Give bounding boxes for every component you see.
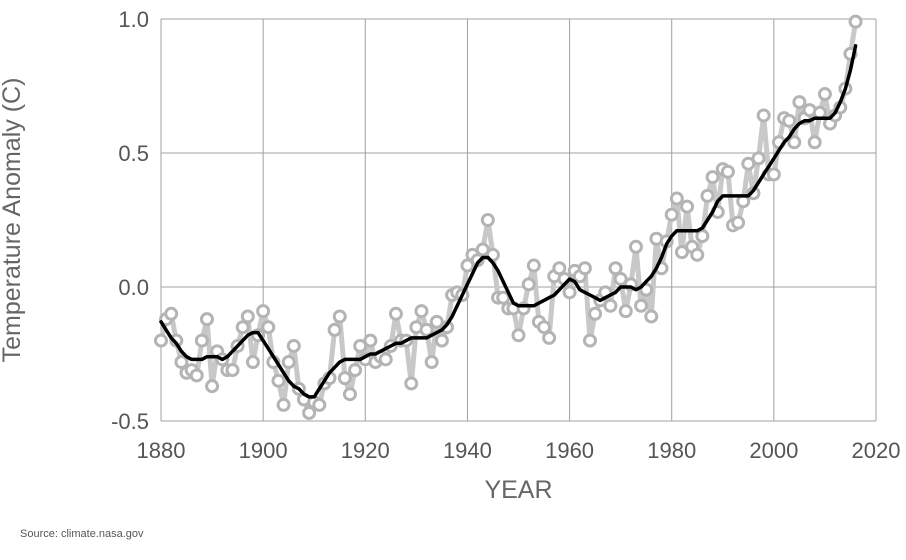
annual-point [342,387,357,402]
annual-point [414,304,429,319]
annual-point [404,376,419,391]
annual-point [669,191,684,206]
annual-point [174,355,189,370]
annual-point [281,355,296,370]
annual-point [552,261,567,276]
x-tick-label: 1980 [647,438,696,463]
annual-series [154,14,863,420]
annual-point [526,258,541,273]
annual-point [720,164,735,179]
annual-point [276,397,291,412]
annual-point [608,261,623,276]
y-tick-label: 1.0 [118,7,149,32]
annual-point [700,188,715,203]
annual-point [205,379,220,394]
annual-point [674,245,689,260]
annual-point [348,363,363,378]
annual-point [766,167,781,182]
annual-point [164,306,179,321]
annual-point [705,170,720,185]
annual-point [782,113,797,128]
annual-point [787,135,802,150]
x-tick-labels: 1880 1900 1920 1940 1960 1980 2000 2020 [137,438,901,463]
annual-point [434,333,449,348]
annual-point [225,363,240,378]
annual-point [424,355,439,370]
y-tick-label: 0.5 [118,141,149,166]
x-tick-label: 1900 [239,438,288,463]
annual-point [256,304,271,319]
annual-point [634,298,649,313]
annual-series-line [158,21,859,416]
annual-point [613,271,628,286]
y-tick-label: 0.0 [118,275,149,300]
annual-point [194,333,209,348]
annual-point [189,368,204,383]
annual-point [302,405,317,420]
annual-point [807,135,822,150]
annual-point [286,338,301,353]
annual-point [731,215,746,230]
annual-point [271,373,286,388]
annual-point [848,14,863,29]
annual-point [664,207,679,222]
annual-point [792,95,807,110]
source-note: Source: climate.nasa.gov [20,528,144,540]
annual-point [817,87,832,102]
x-tick-label: 1880 [137,438,186,463]
annual-point [741,156,756,171]
annual-point [199,312,214,327]
annual-point [542,330,557,345]
annual-point [154,333,168,348]
annual-point [496,290,511,305]
annual-point [680,199,695,214]
annual-point [577,261,592,276]
annual-point [475,242,490,257]
annual-point [644,309,659,324]
annual-point [628,239,643,254]
annual-point [690,247,705,262]
annual-point [240,309,255,324]
annual-point [327,322,342,337]
smoothed-series [159,44,858,399]
annual-point [419,322,434,337]
annual-point [235,320,250,335]
annual-point [261,320,276,335]
annual-point [460,258,475,273]
annual-point [618,304,633,319]
annual-point [603,298,618,313]
annual-point [583,333,597,348]
x-tick-label: 1940 [443,438,492,463]
annual-point [511,328,526,343]
annual-point [429,314,444,329]
annual-point [562,285,577,300]
x-axis-title: YEAR [484,476,552,504]
annual-point [588,306,603,321]
annual-point [480,213,495,227]
annual-point [521,277,536,292]
annual-point [353,338,368,353]
y-tick-labels: -0.5 0.0 0.5 1.0 [111,7,149,434]
x-tick-label: 2000 [749,438,798,463]
annual-point [312,397,327,412]
annual-point [695,229,710,244]
annual-point [756,108,771,123]
annual-point [363,333,378,348]
annual-point [245,355,260,370]
y-tick-label: -0.5 [111,409,149,434]
smoothed-series-line [159,44,858,399]
x-tick-label: 2020 [852,438,901,463]
x-tick-label: 1920 [341,438,390,463]
annual-point [751,151,766,166]
y-axis-title: Temperature Anomaly (C) [0,78,26,363]
annual-point [388,306,403,321]
annual-point [537,320,552,335]
annual-point [332,309,347,324]
x-tick-label: 1960 [545,438,594,463]
annual-point [378,352,393,367]
annual-point [337,371,352,386]
